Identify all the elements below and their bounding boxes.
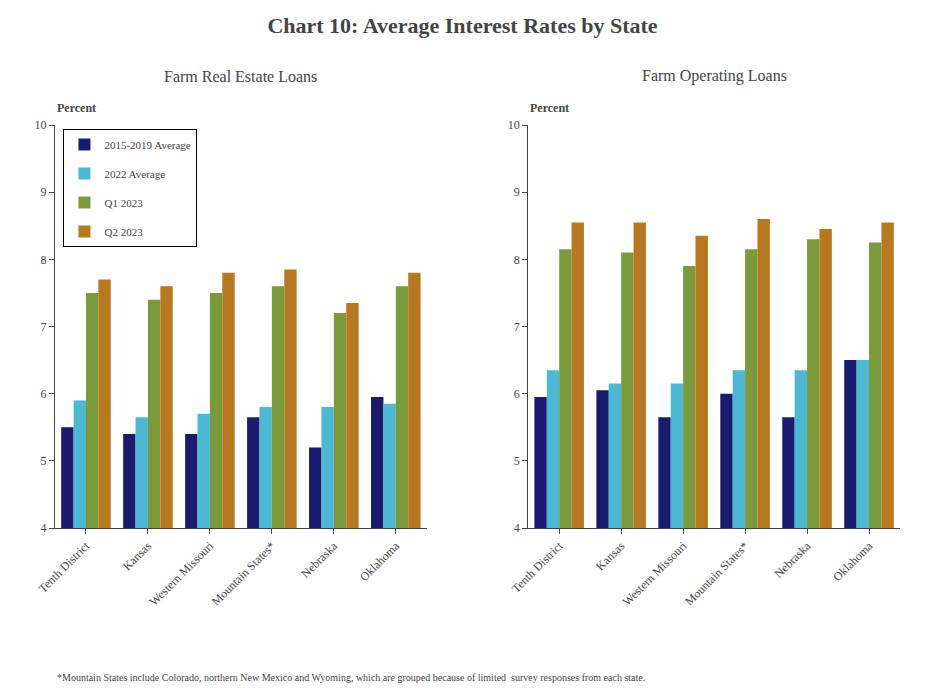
svg-text:7: 7 — [41, 320, 47, 334]
svg-text:Q2 2023: Q2 2023 — [104, 226, 143, 238]
svg-text:Q1 2023: Q1 2023 — [104, 197, 143, 209]
svg-text:Percent: Percent — [57, 101, 96, 115]
svg-text:10: 10 — [35, 118, 47, 132]
svg-text:Nebraska: Nebraska — [298, 538, 340, 580]
svg-text:7: 7 — [514, 320, 520, 334]
svg-text:6: 6 — [41, 387, 47, 401]
svg-text:*Mountain States include Color: *Mountain States include Colorado, north… — [57, 672, 645, 683]
svg-text:2022 Average: 2022 Average — [104, 168, 165, 180]
svg-text:Western Missouri: Western Missouri — [620, 538, 690, 608]
svg-text:6: 6 — [514, 387, 520, 401]
svg-text:Tenth District: Tenth District — [509, 538, 566, 595]
svg-text:Chart 10: Average Interest Rat: Chart 10: Average Interest Rates by Stat… — [267, 13, 657, 38]
svg-text:Farm Real Estate Loans: Farm Real Estate Loans — [164, 68, 317, 85]
svg-text:4: 4 — [41, 521, 47, 535]
svg-text:8: 8 — [514, 253, 520, 267]
svg-text:5: 5 — [514, 454, 520, 468]
svg-text:Mountain States*: Mountain States* — [682, 539, 752, 609]
svg-text:Kansas: Kansas — [593, 539, 628, 574]
svg-text:Oklahoma: Oklahoma — [830, 538, 876, 584]
svg-text:Farm Operating Loans: Farm Operating Loans — [642, 67, 787, 85]
svg-text:2015-2019 Average: 2015-2019 Average — [104, 139, 190, 151]
svg-text:Tenth District: Tenth District — [36, 538, 93, 595]
svg-text:Percent: Percent — [530, 101, 569, 115]
svg-text:9: 9 — [41, 185, 47, 199]
svg-text:4: 4 — [514, 521, 520, 535]
svg-text:5: 5 — [41, 454, 47, 468]
svg-text:Nebraska: Nebraska — [771, 538, 813, 580]
svg-text:8: 8 — [41, 253, 47, 267]
svg-text:Mountain States*: Mountain States* — [209, 539, 279, 609]
svg-text:Western Missouri: Western Missouri — [146, 538, 216, 608]
svg-text:Kansas: Kansas — [120, 539, 155, 574]
svg-text:Oklahoma: Oklahoma — [357, 538, 403, 584]
svg-text:10: 10 — [508, 118, 520, 132]
svg-text:9: 9 — [514, 185, 520, 199]
